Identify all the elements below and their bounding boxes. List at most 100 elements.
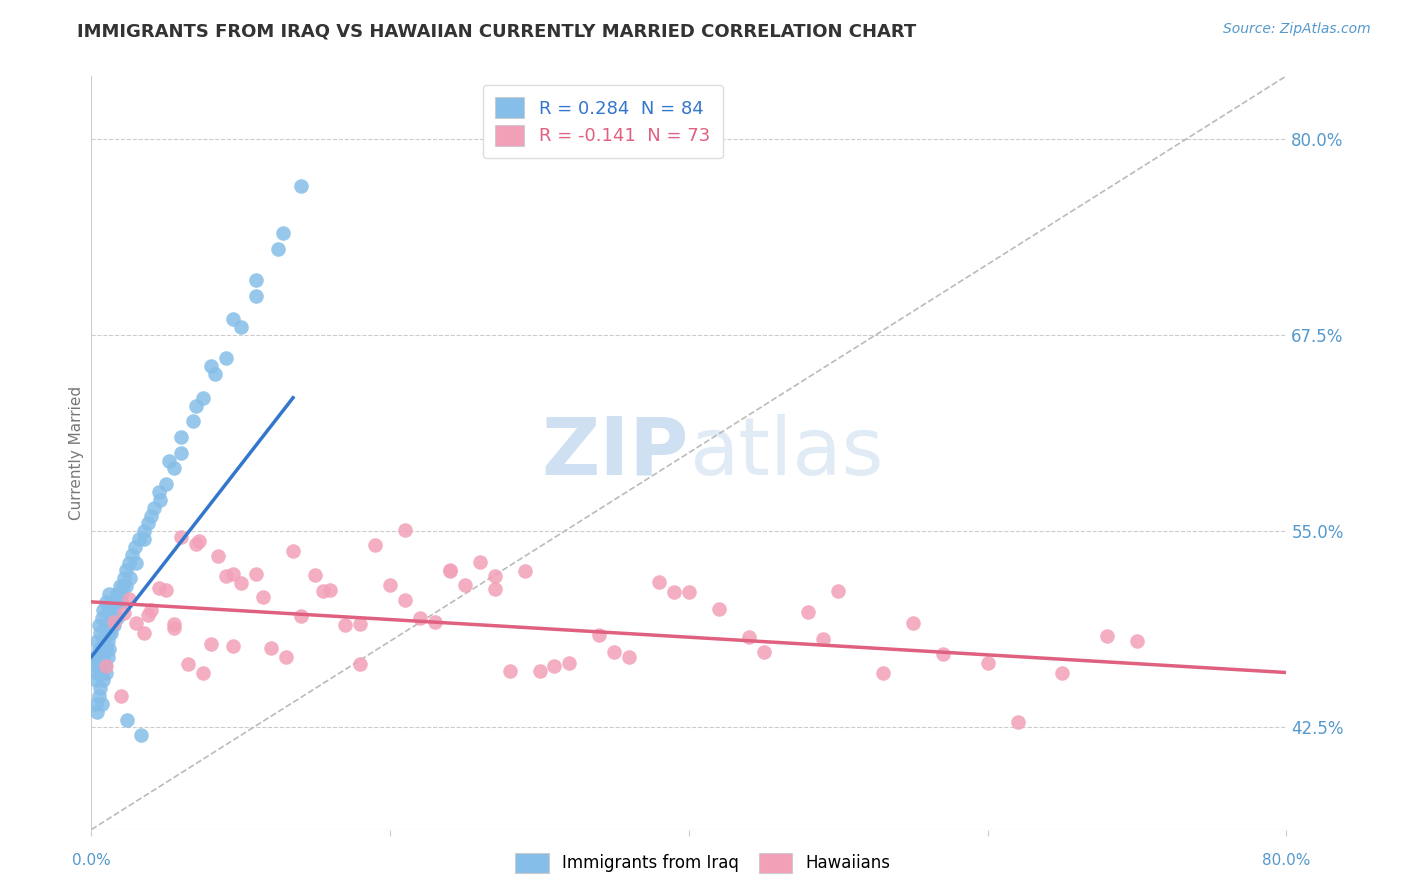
Point: [111, 579, 134, 593]
Point: [349, 657, 371, 671]
Point: [87, 642, 110, 657]
Point: [245, 273, 267, 287]
Point: [84, 649, 107, 664]
Point: [271, 226, 294, 240]
Point: [86, 665, 108, 680]
Point: [394, 593, 416, 607]
Point: [184, 399, 207, 413]
Point: [129, 728, 152, 742]
Point: [97, 603, 120, 617]
Point: [112, 606, 135, 620]
Point: [229, 320, 252, 334]
Point: [394, 523, 416, 537]
Y-axis label: Currently Married: Currently Married: [69, 385, 84, 520]
Point: [409, 611, 432, 625]
Point: [827, 584, 849, 599]
Point: [98, 587, 121, 601]
Point: [200, 359, 222, 374]
Point: [149, 492, 172, 507]
Point: [97, 634, 120, 648]
Point: [84, 697, 107, 711]
Point: [86, 634, 108, 648]
Point: [148, 485, 170, 500]
Point: [1097, 629, 1119, 643]
Point: [484, 582, 506, 596]
Point: [543, 658, 565, 673]
Point: [932, 647, 955, 661]
Point: [90, 610, 112, 624]
Point: [94, 618, 117, 632]
Point: [439, 564, 461, 578]
Point: [484, 569, 506, 583]
Point: [103, 615, 125, 629]
Point: [797, 605, 820, 619]
Point: [454, 578, 477, 592]
Point: [97, 649, 120, 664]
Point: [901, 615, 924, 630]
Point: [162, 621, 184, 635]
Point: [529, 665, 551, 679]
Point: [215, 351, 238, 366]
Point: [132, 524, 155, 539]
Point: [96, 595, 118, 609]
Point: [96, 626, 118, 640]
Point: [114, 579, 136, 593]
Point: [1007, 714, 1029, 729]
Point: [188, 533, 211, 548]
Point: [100, 626, 122, 640]
Point: [84, 673, 107, 688]
Point: [132, 625, 155, 640]
Point: [110, 595, 132, 609]
Point: [136, 516, 159, 531]
Point: [89, 649, 111, 664]
Point: [229, 575, 252, 590]
Text: Source: ZipAtlas.com: Source: ZipAtlas.com: [1223, 22, 1371, 37]
Point: [143, 500, 166, 515]
Point: [252, 591, 274, 605]
Point: [115, 713, 138, 727]
Point: [110, 587, 132, 601]
Point: [312, 583, 335, 598]
Point: [335, 618, 357, 632]
Point: [87, 657, 110, 672]
Point: [162, 461, 184, 475]
Point: [155, 583, 177, 598]
Point: [439, 564, 461, 578]
Point: [118, 556, 141, 570]
Point: [132, 532, 155, 546]
Point: [83, 657, 105, 672]
Point: [498, 664, 520, 678]
Point: [259, 641, 281, 656]
Point: [101, 610, 124, 624]
Point: [204, 367, 226, 381]
Point: [222, 312, 245, 326]
Point: [588, 628, 610, 642]
Point: [90, 665, 112, 680]
Text: atlas: atlas: [689, 414, 883, 491]
Point: [976, 657, 998, 671]
Point: [93, 673, 115, 688]
Point: [423, 615, 446, 629]
Point: [103, 618, 125, 632]
Point: [125, 616, 148, 631]
Point: [125, 556, 148, 570]
Point: [170, 530, 193, 544]
Point: [245, 288, 267, 302]
Point: [200, 637, 222, 651]
Point: [872, 666, 894, 681]
Point: [89, 626, 111, 640]
Text: ZIP: ZIP: [541, 414, 689, 491]
Point: [648, 575, 671, 590]
Point: [1126, 634, 1149, 648]
Legend: R = 0.284  N = 84, R = -0.141  N = 73: R = 0.284 N = 84, R = -0.141 N = 73: [482, 85, 723, 158]
Point: [267, 242, 290, 256]
Point: [96, 658, 118, 673]
Point: [141, 508, 162, 523]
Point: [558, 656, 581, 670]
Point: [105, 587, 128, 601]
Point: [162, 616, 184, 631]
Point: [94, 657, 117, 672]
Point: [193, 665, 215, 680]
Point: [128, 532, 150, 546]
Point: [378, 578, 402, 592]
